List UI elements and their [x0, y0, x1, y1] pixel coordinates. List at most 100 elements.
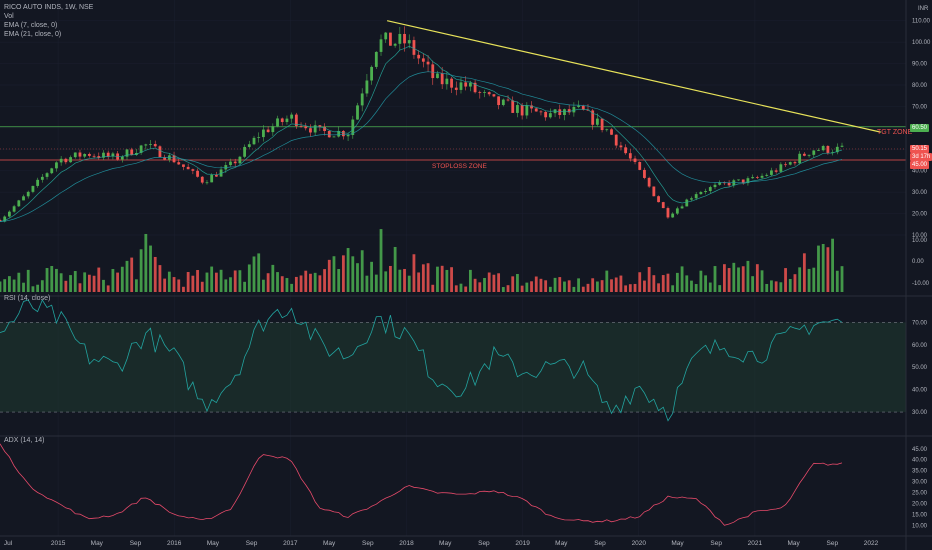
candle-body [50, 168, 54, 174]
volume-bar [450, 267, 453, 292]
candle-body [247, 144, 251, 147]
x-axis-label: 2019 [515, 540, 530, 547]
candle-body [520, 105, 524, 116]
candle-body [238, 156, 242, 164]
candle-body [346, 135, 350, 137]
volume-bar [558, 277, 562, 292]
volume-bar [784, 268, 787, 292]
trendline-group[interactable] [386, 20, 881, 133]
volume-bar [831, 238, 834, 292]
volume-bars [0, 229, 844, 292]
volume-bar [652, 275, 656, 292]
volume-bar [238, 270, 242, 292]
volume-bar [130, 257, 134, 292]
volume-bar [139, 249, 143, 292]
volume-bar [633, 283, 637, 292]
candle-body [182, 164, 185, 167]
candle-body [534, 108, 538, 112]
candle-body [111, 153, 115, 157]
volume-bar [379, 229, 383, 292]
candle-body [647, 177, 651, 187]
candle-body [384, 32, 388, 40]
candle-body [0, 220, 2, 222]
volume-bar [548, 286, 552, 292]
x-axis-label: May [439, 540, 452, 547]
volume-bar [732, 262, 736, 292]
volume-bar [224, 279, 228, 292]
candle-body [591, 110, 595, 125]
volume-bar [200, 281, 204, 292]
volume-bar [459, 283, 463, 292]
price-axis-tick: 110.00 [912, 19, 931, 25]
volume-bar [741, 266, 745, 292]
target-zone-label: TGT ZONE [877, 129, 913, 136]
candle-body [318, 125, 322, 128]
candle-body [431, 64, 435, 79]
volume-bar [186, 272, 190, 292]
candle-body [718, 182, 722, 185]
candle-body [172, 155, 176, 163]
ema7-legend: EMA (7, close, 0) [4, 22, 58, 29]
volume-bar [346, 248, 350, 292]
x-axis-label: 2015 [51, 540, 66, 547]
rsi-axis-tick: 70.00 [912, 320, 928, 326]
candle-body [313, 125, 317, 133]
price-axis-tick: 90.00 [912, 62, 928, 68]
candle-body [577, 105, 580, 107]
volume-bar [262, 279, 265, 292]
volume-bar [501, 287, 505, 292]
candle-body [765, 174, 769, 176]
candle-body [492, 94, 496, 97]
x-axis-label: Sep [246, 540, 258, 547]
volume-bar [403, 268, 406, 292]
candle-body [365, 80, 369, 94]
candle-body [595, 118, 599, 125]
volume-bar [149, 245, 152, 292]
volume-bar [553, 277, 557, 292]
volume-bar [78, 283, 82, 292]
x-axis-label: Sep [710, 540, 722, 547]
symbol-title: RICO AUTO INDS, 1W, NSE [4, 4, 94, 11]
candle-body [619, 145, 623, 148]
candle-body [17, 200, 21, 207]
price-candles[interactable] [0, 26, 844, 223]
volume-bar [417, 272, 421, 292]
candle-body [290, 114, 294, 119]
volume-bar [309, 273, 312, 292]
volume-bar [36, 284, 40, 292]
volume-bar [713, 266, 717, 292]
volume-bar [708, 282, 712, 292]
candle-body [741, 179, 745, 184]
adx-axis-tick: 20.00 [912, 502, 928, 508]
volume-bar [595, 281, 599, 292]
volume-legend: Vol [4, 13, 14, 20]
ema21-line [0, 71, 843, 222]
volume-bar [182, 286, 185, 292]
rsi-label: RSI (14, close) [4, 295, 50, 302]
volume-bar [92, 275, 96, 292]
candle-body [643, 169, 646, 178]
volume-bar [393, 246, 397, 292]
volume-bar [511, 276, 515, 292]
volume-bar [276, 272, 279, 292]
candle-body [153, 144, 157, 147]
candle-body [835, 146, 839, 153]
candle-body [280, 118, 284, 122]
countdown-tag: 3d 17h [910, 153, 932, 161]
candle-body [774, 170, 778, 172]
volume-bar [802, 253, 806, 292]
volume-bar [572, 286, 576, 292]
volume-bar [685, 275, 689, 292]
volume-bar [520, 285, 524, 292]
volume-bar [638, 272, 642, 292]
volume-bar [285, 278, 289, 292]
candle-body [652, 186, 656, 197]
candle-body [746, 178, 750, 184]
candle-body [657, 196, 660, 203]
candle-body [276, 118, 279, 127]
adx-axis-tick: 40.00 [912, 458, 928, 464]
candle-body [55, 162, 58, 169]
candle-body [675, 208, 679, 214]
volume-bar [64, 280, 68, 292]
